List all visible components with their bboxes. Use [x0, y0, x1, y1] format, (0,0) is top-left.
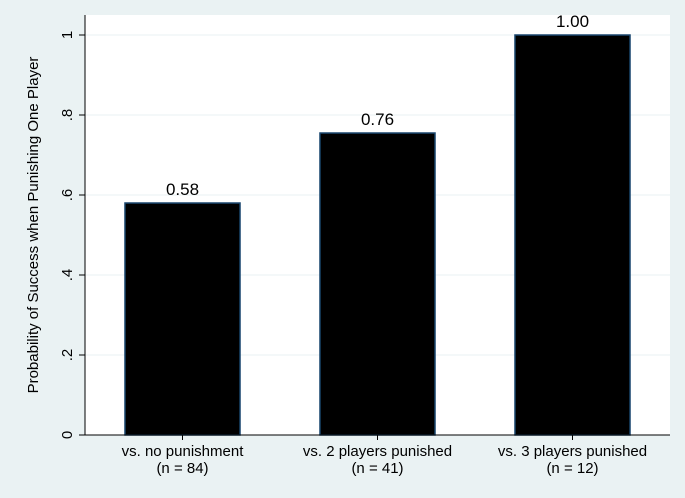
y-ticks: 0 .2 .4 .6 .8 1 — [59, 31, 85, 439]
x-category-label: vs. no punishment (n = 84) — [122, 443, 245, 477]
x-category-label: vs. 3 players punished (n = 12) — [498, 443, 647, 477]
bar — [514, 34, 631, 436]
bar-data-label: 0.76 — [361, 110, 394, 129]
bar-data-label: 0.58 — [166, 180, 199, 199]
x-category-label: vs. 2 players punished (n = 41) — [303, 443, 452, 477]
y-tick-label: 1 — [59, 31, 76, 39]
bar — [319, 132, 436, 436]
y-tick-label: .6 — [59, 189, 76, 202]
y-tick-label: 0 — [59, 431, 76, 439]
bar-data-label: 1.00 — [556, 12, 589, 31]
y-tick-label: .8 — [59, 109, 76, 122]
y-tick-label: .2 — [59, 349, 76, 362]
y-axis-title: Probability of Success when Punishing On… — [25, 57, 42, 394]
bar — [124, 202, 241, 436]
y-tick-label: .4 — [59, 269, 76, 282]
x-tick-labels: vs. no punishment (n = 84) vs. 2 players p… — [122, 435, 647, 477]
bars: 0.58 0.76 1.00 — [124, 12, 631, 436]
